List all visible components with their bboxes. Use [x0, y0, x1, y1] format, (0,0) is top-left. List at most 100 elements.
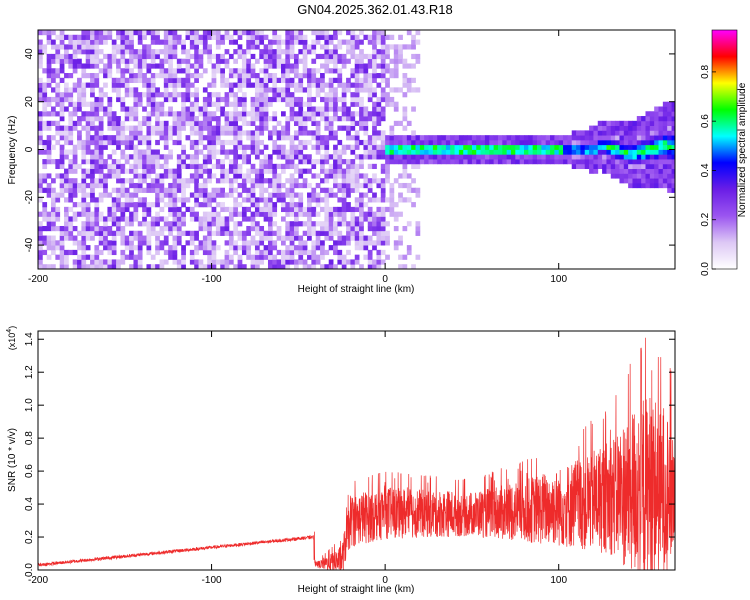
heatmap-cell — [602, 135, 607, 141]
heatmap-cell — [146, 130, 152, 136]
heatmap-cell — [406, 149, 412, 155]
heatmap-cell — [137, 202, 143, 208]
heatmap-cell — [389, 182, 395, 189]
heatmap-cell — [211, 221, 217, 227]
heatmap-cell — [393, 53, 399, 60]
heatmap-cell — [402, 58, 408, 64]
heatmap-cell — [211, 125, 217, 131]
heatmap-cell — [337, 163, 343, 170]
heatmap-cell — [298, 154, 304, 160]
heatmap-cell — [94, 44, 100, 50]
heatmap-cell — [207, 116, 212, 122]
heatmap-cell — [398, 211, 403, 217]
heatmap-cell — [228, 120, 234, 126]
heatmap-cell — [558, 159, 564, 165]
heatmap-cell — [111, 87, 117, 93]
heatmap-cell — [259, 173, 265, 179]
heatmap-cell — [77, 120, 82, 126]
heatmap-cell — [237, 168, 243, 174]
heatmap-cell — [328, 68, 334, 74]
heatmap-cell — [194, 96, 199, 103]
heatmap-cell — [254, 139, 260, 146]
heatmap-cell — [610, 125, 616, 131]
heatmap-cell — [38, 249, 43, 256]
heatmap-cell — [346, 173, 351, 179]
heatmap-cell — [233, 173, 239, 179]
heatmap-cell — [51, 39, 56, 45]
heatmap-cell — [94, 30, 100, 36]
heatmap-cell — [233, 116, 239, 122]
heatmap-cell — [302, 63, 308, 69]
heatmap-cell — [380, 53, 386, 60]
heatmap-cell — [428, 144, 434, 150]
heatmap-cell — [402, 159, 408, 165]
heatmap-cell — [120, 206, 126, 213]
heatmap-cell — [584, 159, 590, 165]
heatmap-cell — [589, 125, 594, 131]
heatmap-cell — [411, 187, 416, 193]
heatmap-cell — [202, 178, 208, 184]
heatmap-cell — [250, 111, 256, 117]
heatmap-cell — [402, 149, 408, 155]
heatmap-cell — [176, 216, 182, 222]
heatmap-cell — [671, 182, 675, 189]
heatmap-cell — [133, 159, 139, 165]
heatmap-cell — [350, 211, 356, 217]
heatmap-cell — [450, 159, 455, 165]
heatmap-cell — [133, 259, 139, 265]
heatmap-cell — [315, 254, 321, 260]
heatmap-cell — [51, 144, 56, 150]
heatmap-cell — [68, 116, 74, 122]
heatmap-cell — [346, 206, 351, 213]
heatmap-cell — [307, 230, 312, 236]
heatmap-cell — [77, 116, 82, 122]
heatmap-cell — [42, 30, 48, 36]
heatmap-cell — [150, 63, 156, 69]
heatmap-cell — [367, 87, 373, 93]
heatmap-cell — [654, 149, 659, 155]
heatmap-cell — [649, 149, 655, 155]
heatmap-cell — [580, 159, 586, 165]
heatmap-cell — [150, 254, 156, 260]
heatmap-cell — [350, 187, 356, 193]
heatmap-cell — [189, 192, 195, 198]
heatmap-cell — [81, 168, 87, 174]
heatmap-cell — [77, 182, 82, 189]
heatmap-cell — [415, 221, 421, 227]
heatmap-cell — [85, 216, 91, 222]
heatmap-cell — [411, 144, 416, 150]
heatmap-cell — [90, 44, 95, 50]
heatmap-cell — [124, 254, 130, 260]
heatmap-cell — [64, 178, 69, 184]
heatmap-cell — [567, 159, 573, 165]
heatmap-cell — [111, 135, 117, 141]
heatmap-cell — [59, 116, 65, 122]
heatmap-cell — [233, 154, 239, 160]
heatmap-cell — [302, 206, 308, 213]
heatmap-cell — [137, 173, 143, 179]
heatmap-cell — [90, 101, 95, 107]
heatmap-cell — [55, 197, 61, 203]
heatmap-cell — [146, 264, 152, 269]
heatmap-cell — [324, 202, 330, 208]
heatmap-cell — [72, 249, 78, 256]
heatmap-cell — [137, 235, 143, 241]
heatmap-cell — [285, 39, 291, 45]
heatmap-cell — [350, 116, 356, 122]
heatmap-cell — [333, 68, 338, 74]
heatmap-cell — [341, 87, 347, 93]
heatmap-cell — [94, 39, 100, 45]
heatmap-cell — [211, 77, 217, 83]
heatmap-cell — [385, 221, 390, 227]
heatmap-cell — [354, 101, 360, 107]
heatmap-cell — [398, 135, 403, 141]
x-tick-label: -100 — [202, 274, 222, 285]
heatmap-cell — [68, 230, 74, 236]
heatmap-cell — [59, 159, 65, 165]
heatmap-cell — [636, 163, 642, 170]
heatmap-cell — [220, 96, 225, 103]
heatmap-cell — [645, 159, 651, 165]
heatmap-cell — [311, 249, 317, 256]
heatmap-cell — [254, 168, 260, 174]
y-tick-label: 0 — [24, 146, 35, 152]
